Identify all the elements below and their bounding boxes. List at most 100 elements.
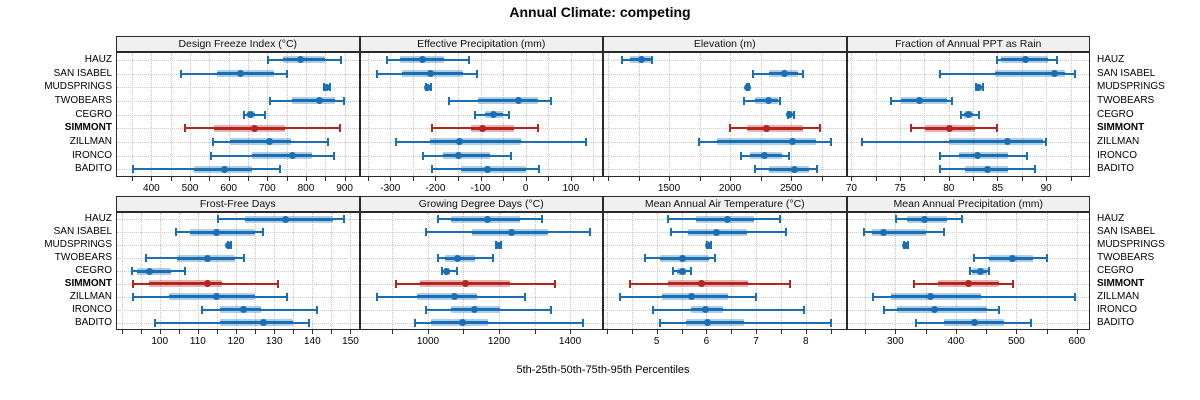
percentile-core-25-75 — [292, 99, 336, 103]
whisker-cap-5th — [436, 254, 439, 263]
axis-tick-label: 1000 — [416, 336, 440, 347]
axis-tick — [731, 330, 733, 334]
whisker-cap-95th — [263, 110, 266, 119]
site-label-right: HAUZ — [1097, 53, 1125, 65]
whisker-cap-5th — [436, 215, 439, 224]
whisker-cap-95th — [342, 96, 345, 105]
whisker-cap-5th — [183, 124, 186, 133]
whisker-cap-5th — [145, 254, 148, 263]
whisker-cap-5th — [473, 110, 476, 119]
whisker-cap-5th — [890, 96, 893, 105]
percentile-core-25-75 — [229, 140, 292, 144]
whisker-cap-95th — [492, 254, 495, 263]
axis-tick — [197, 330, 199, 334]
whisker-cap-95th — [802, 69, 805, 78]
percentile-core-25-75 — [716, 140, 816, 144]
median-dot — [289, 152, 297, 159]
axis-tick-label: 120 — [227, 336, 245, 347]
axis-tick — [638, 177, 640, 181]
median-dot — [239, 306, 247, 314]
whisker-cap-5th — [754, 165, 757, 174]
whisker-cap-95th — [981, 83, 984, 92]
axis-tick — [631, 330, 633, 334]
panel-plot-area — [846, 52, 1090, 177]
whisker-cap-95th — [549, 96, 552, 105]
whisker-cap-95th — [553, 279, 556, 288]
percentile-core-25-75 — [217, 72, 275, 75]
whisker-cap-5th — [132, 165, 135, 174]
whisker-cap-5th — [174, 228, 177, 237]
axis-tick-label: 500 — [1008, 336, 1025, 347]
percentile-core-25-75 — [282, 58, 326, 62]
median-dot — [964, 111, 972, 118]
median-dot — [236, 70, 244, 77]
whisker-cap-5th — [620, 55, 623, 64]
whisker-cap-5th — [424, 305, 427, 314]
panel-plot-area — [846, 212, 1090, 330]
whisker-cap-95th — [1074, 292, 1077, 301]
site-label-right: IRONCO — [1097, 303, 1137, 315]
median-dot — [760, 152, 768, 159]
median-dot — [765, 97, 773, 105]
axis-tick — [548, 177, 550, 181]
median-dot — [455, 138, 463, 146]
whisker-cap-95th — [830, 137, 833, 146]
gridline-horizontal — [117, 100, 359, 102]
axis-tick — [608, 177, 610, 181]
whisker-cap-95th — [779, 96, 782, 105]
whisker-cap-5th — [939, 69, 942, 78]
gridline-horizontal — [847, 258, 1089, 260]
whisker-cap-5th — [739, 151, 742, 160]
percentile-core-25-75 — [901, 99, 947, 103]
panel-plot-area — [359, 212, 603, 330]
percentile-core-25-75 — [668, 282, 748, 286]
axis-tick — [821, 177, 823, 181]
axis-tick — [390, 177, 392, 181]
whisker-cap-95th — [779, 215, 782, 224]
axis-tick — [412, 177, 414, 181]
whisker-cap-5th — [960, 110, 963, 119]
site-label-left: SIMMONT — [64, 122, 112, 134]
gridline-horizontal — [117, 87, 359, 89]
median-dot — [1051, 70, 1059, 77]
median-dot — [282, 215, 290, 223]
axis-tick — [593, 177, 595, 181]
axis-tick — [331, 330, 333, 334]
site-label-left: SIMMONT — [64, 277, 112, 289]
panel-strip-title: Fraction of Annual PPT as Rain — [846, 36, 1090, 52]
median-dot — [780, 70, 788, 77]
site-label-left: SAN ISABEL — [53, 67, 112, 79]
median-dot — [203, 280, 211, 288]
axis-tick-label: 400 — [947, 336, 965, 347]
whisker-cap-95th — [816, 165, 819, 174]
gridline-horizontal — [117, 271, 359, 272]
median-dot — [424, 83, 432, 91]
whisker-cap-5th — [395, 279, 398, 288]
whisker-cap-95th — [1034, 165, 1037, 174]
axis-tick — [367, 177, 369, 181]
panel-plot-area — [603, 52, 847, 177]
axis-tick — [875, 177, 877, 181]
whisker-cap-95th — [785, 228, 788, 237]
whisker-cap-95th — [998, 305, 1001, 314]
median-dot — [259, 319, 267, 327]
axis-tick — [925, 330, 927, 334]
median-dot — [203, 254, 211, 262]
whisker-cap-95th — [536, 124, 539, 133]
whisker-cap-95th — [1055, 55, 1058, 64]
whisker-cap-95th — [942, 228, 945, 237]
whisker-cap-5th — [659, 318, 662, 327]
axis-tick — [293, 330, 295, 334]
whisker-cap-5th — [872, 292, 875, 301]
axis-tick-label: 1500 — [657, 183, 681, 194]
site-label-left: BADITO — [74, 163, 112, 175]
whisker-cap-5th — [431, 165, 434, 174]
axis-tick — [656, 330, 658, 334]
percentile-core-25-75 — [149, 282, 222, 286]
whisker-cap-95th — [950, 96, 953, 105]
axis-tick — [699, 177, 701, 181]
whisker-cap-95th — [455, 267, 458, 275]
whisker-cap-5th — [180, 69, 183, 78]
median-dot — [970, 319, 978, 327]
whisker-cap-95th — [307, 318, 310, 327]
